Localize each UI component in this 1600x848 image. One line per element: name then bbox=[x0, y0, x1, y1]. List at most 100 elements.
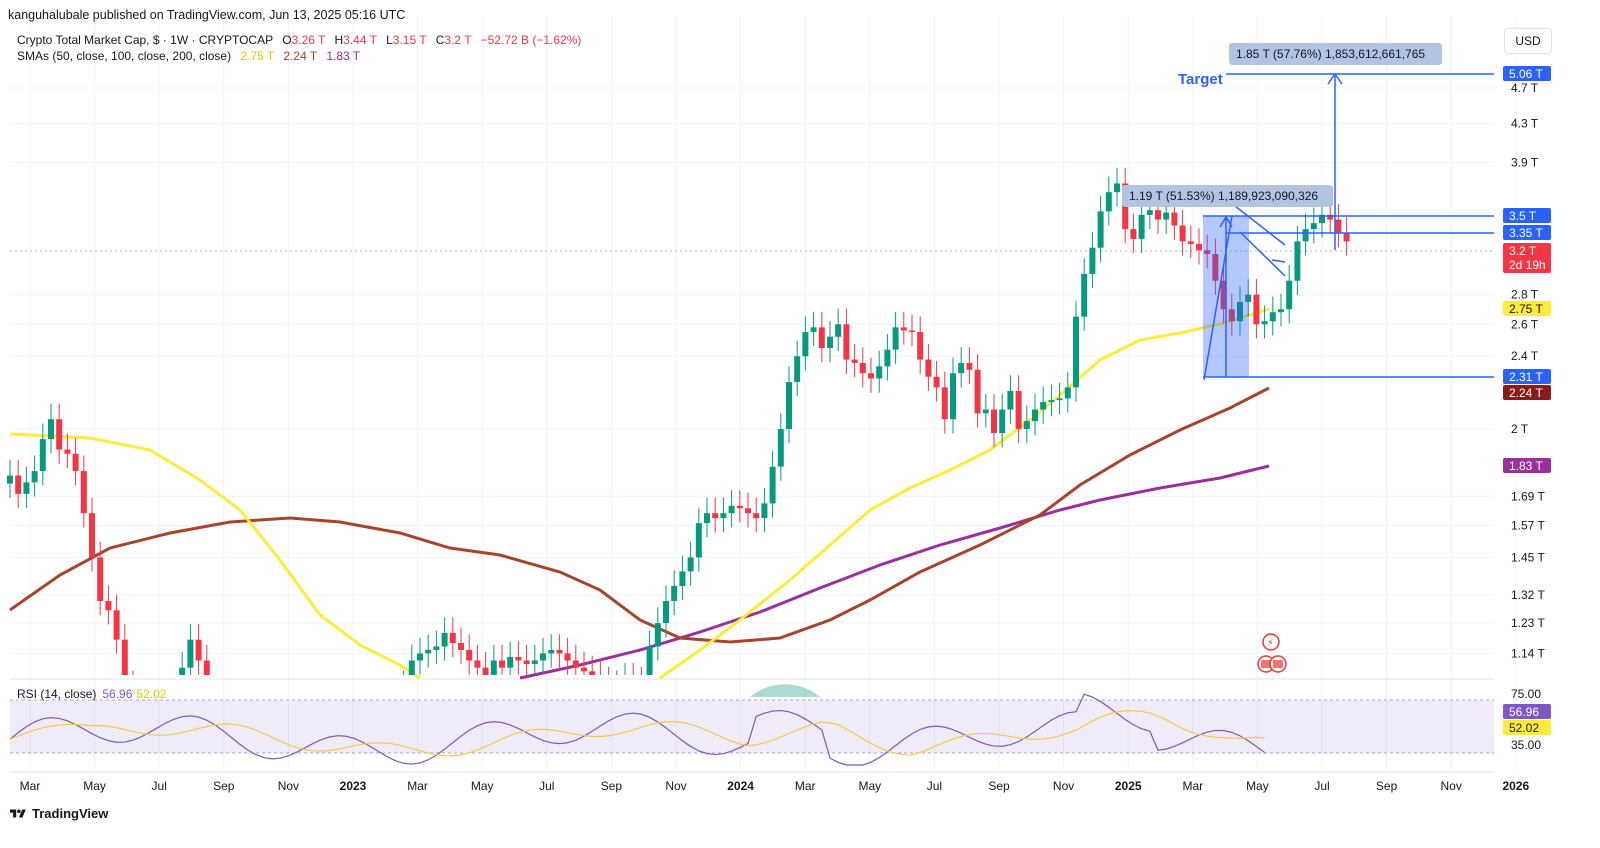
price-axis[interactable]: 4.7 T 4.3 T 3.9 T 2.8 T 2.6 T 2.4 T 2 T 1.69 T 1… bbox=[1503, 66, 1551, 752]
candle-body bbox=[1171, 212, 1178, 226]
time-tick: 2024 bbox=[727, 779, 754, 793]
target-label: Target bbox=[1178, 71, 1223, 88]
candle-body bbox=[917, 332, 924, 360]
candle-body bbox=[851, 359, 858, 363]
brand-name: TradingView bbox=[32, 806, 109, 821]
candle-body bbox=[1335, 219, 1342, 233]
time-tick: Sep bbox=[601, 779, 623, 793]
currency-button[interactable]: USD bbox=[1504, 28, 1552, 54]
price-badge-label: 3.5 T bbox=[1509, 209, 1537, 223]
sma50-value: 2.75 T bbox=[240, 49, 275, 63]
rsi-overbought-fill bbox=[750, 684, 820, 697]
candle-body bbox=[89, 513, 95, 558]
candle-body bbox=[769, 466, 776, 504]
candle-body bbox=[1073, 316, 1079, 388]
price-badge-label: 3.2 T bbox=[1509, 244, 1537, 258]
rsi-badge bbox=[1503, 720, 1551, 735]
time-tick: Nov bbox=[1053, 779, 1074, 793]
candle-body bbox=[507, 656, 514, 668]
price-badge-label: 5.06 T bbox=[1509, 67, 1543, 81]
candle-body bbox=[1294, 241, 1301, 281]
candle-body bbox=[23, 482, 30, 494]
price-tick: 1.32 T bbox=[1511, 588, 1545, 602]
candle-body bbox=[884, 349, 891, 367]
candle-body bbox=[531, 660, 538, 665]
time-tick: May bbox=[858, 779, 881, 793]
candle-body bbox=[1237, 301, 1243, 322]
candle-body bbox=[1114, 183, 1120, 193]
candle-body bbox=[950, 373, 956, 420]
rsi-label[interactable]: RSI (14, close) bbox=[17, 687, 97, 701]
candle-body bbox=[712, 513, 719, 519]
price-tick: 1.57 T bbox=[1511, 519, 1545, 533]
candle-body bbox=[15, 475, 22, 494]
us-flag-stripes-icon bbox=[1261, 660, 1271, 668]
candle-body bbox=[671, 585, 678, 601]
candle-body bbox=[646, 646, 653, 675]
sma-label[interactable]: SMAs (50, close, 100, close, 200, close) bbox=[17, 49, 232, 63]
candle-body bbox=[1032, 409, 1038, 422]
measure-flag-text: 1.19 T (51.53%) 1,189,923,090,326 bbox=[1129, 189, 1318, 203]
candle-body bbox=[515, 656, 522, 661]
candle-body bbox=[1327, 214, 1334, 220]
candle-body bbox=[876, 366, 883, 379]
candle-body bbox=[1155, 210, 1161, 220]
rsi-legend[interactable]: RSI (14, close) 56.96 52.02 bbox=[17, 687, 166, 701]
lightning-event-icon bbox=[1262, 633, 1280, 651]
price-badge-label: 1.83 T bbox=[1509, 459, 1543, 473]
candle-body bbox=[449, 632, 456, 644]
candle-body bbox=[1228, 309, 1235, 322]
candle-body bbox=[121, 639, 128, 675]
candle-body bbox=[1204, 250, 1211, 255]
candle-body bbox=[1023, 421, 1030, 430]
candle-body bbox=[466, 649, 473, 661]
time-tick: 2023 bbox=[340, 779, 367, 793]
time-tick: Jul bbox=[539, 779, 554, 793]
candle-body bbox=[1253, 294, 1260, 325]
price-tick: 2.6 T bbox=[1511, 317, 1539, 331]
time-tick: 2026 bbox=[1502, 779, 1529, 793]
candle-body bbox=[794, 356, 801, 383]
time-tick: Jul bbox=[1314, 779, 1329, 793]
candle-body bbox=[1245, 294, 1252, 302]
candle-body bbox=[687, 557, 694, 572]
candle-body bbox=[909, 330, 915, 333]
candle-body bbox=[974, 369, 981, 414]
flag-mid-line bbox=[1271, 259, 1286, 263]
target-arrow-head bbox=[1327, 72, 1343, 85]
price-tick: 1.69 T bbox=[1511, 489, 1545, 503]
symbol-name[interactable]: Crypto Total Market Cap, $ · 1W · CRYPTO… bbox=[17, 33, 273, 47]
price-badge bbox=[1503, 243, 1551, 273]
candle-body bbox=[523, 660, 530, 665]
time-tick: May bbox=[471, 779, 494, 793]
candle-body bbox=[745, 508, 751, 514]
candle-body bbox=[1040, 402, 1047, 410]
time-tick: May bbox=[1246, 779, 1269, 793]
candle-body bbox=[654, 623, 661, 647]
candle-body bbox=[925, 359, 932, 377]
price-badge bbox=[1503, 66, 1551, 81]
candle-body bbox=[540, 653, 546, 661]
high-value: 3.44 T bbox=[343, 33, 377, 47]
candle-body bbox=[1269, 312, 1276, 322]
measure-flag-box bbox=[1122, 185, 1333, 207]
sma50-line bbox=[659, 307, 1270, 680]
candle-body bbox=[80, 471, 87, 514]
sma-legend[interactable]: SMAs (50, close, 100, close, 200, close)… bbox=[17, 49, 360, 63]
time-axis[interactable]: Mar May Jul Sep Nov 2023 Mar May Jul Sep Nov 2024 Ma… bbox=[10, 771, 1529, 793]
candle-body bbox=[548, 649, 555, 654]
drawings[interactable]: Target 1.85 T (57.76%) 1,853,612,661,765 1… bbox=[1122, 43, 1494, 673]
rsi-ma-value: 52.02 bbox=[136, 687, 167, 701]
candle-body bbox=[958, 362, 965, 374]
candle-body bbox=[572, 660, 579, 668]
symbol-legend[interactable]: Crypto Total Market Cap, $ · 1W · CRYPTO… bbox=[17, 33, 581, 47]
tradingview-brand[interactable]: TradingView bbox=[10, 806, 108, 821]
measure-top-text: 1.85 T (57.76%) 1,853,612,661,765 bbox=[1236, 47, 1425, 61]
candle-body bbox=[474, 660, 481, 668]
candle-body bbox=[966, 362, 973, 370]
candle-body bbox=[48, 419, 54, 440]
candle-body bbox=[1310, 223, 1317, 230]
price-tick: 2.4 T bbox=[1511, 349, 1539, 363]
candle-body bbox=[56, 419, 63, 450]
